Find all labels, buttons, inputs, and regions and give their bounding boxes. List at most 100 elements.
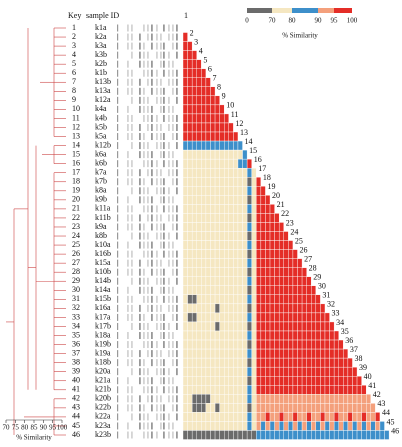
similarity-cell (237, 294, 243, 305)
similarity-cell (182, 140, 188, 151)
gel-band (127, 259, 129, 267)
similarity-cell (191, 321, 197, 332)
similarity-cell (329, 330, 335, 341)
gel-band (147, 431, 149, 439)
similarity-cell (205, 366, 211, 377)
similarity-cell (320, 348, 326, 359)
gel-band (151, 223, 153, 231)
similarity-cell (379, 421, 385, 431)
similarity-cell (274, 294, 280, 305)
gel-band (131, 69, 133, 77)
gel-band (131, 87, 133, 95)
axis-tick-label: 85 (31, 424, 39, 432)
gel-band (147, 386, 149, 394)
gel-band (131, 395, 133, 403)
similarity-cell (269, 412, 275, 422)
similarity-cell (242, 294, 248, 305)
gel-band (156, 232, 158, 240)
similarity-cell (301, 385, 307, 395)
similarity-cell (201, 177, 207, 187)
similarity-cell (265, 195, 271, 205)
similarity-cell (315, 394, 321, 404)
similarity-cell (191, 249, 197, 259)
gel-band (163, 295, 165, 303)
similarity-cell (246, 204, 252, 214)
gel-band (147, 395, 149, 403)
similarity-cell (278, 385, 284, 395)
gel-band (147, 151, 149, 159)
similarity-cell (191, 303, 197, 314)
similarity-cell (251, 177, 257, 187)
similarity-cell (242, 258, 248, 268)
similarity-cell (333, 330, 339, 341)
gel-band (168, 259, 170, 267)
similarity-cell (205, 385, 211, 395)
similarity-cell (370, 421, 376, 431)
gel-band (168, 332, 170, 340)
similarity-cell (191, 104, 197, 115)
similarity-cell (352, 403, 358, 413)
key-label: 42 (72, 394, 80, 403)
similarity-cell (233, 412, 239, 422)
gel-band (139, 332, 141, 340)
gel-band (176, 413, 178, 421)
similarity-cell (187, 104, 193, 115)
similarity-cell (196, 149, 202, 160)
sample-id: k6a (95, 149, 107, 158)
diagonal-label: 38 (354, 354, 362, 363)
gel-band (147, 205, 149, 213)
diagonal-label: 19 (267, 182, 275, 191)
similarity-cell (201, 77, 207, 87)
gel-band (117, 223, 119, 231)
similarity-cell (283, 330, 289, 341)
gel-band (160, 286, 162, 294)
gel-band (143, 404, 145, 412)
similarity-cell (269, 294, 275, 305)
similarity-cell (182, 95, 188, 106)
similarity-cell (260, 312, 266, 323)
similarity-cell (191, 50, 197, 60)
similarity-cell (329, 403, 335, 413)
similarity-cell (256, 348, 262, 359)
similarity-cell (320, 394, 326, 404)
sample-id: k8b (95, 231, 107, 240)
sample-id: k2b (95, 59, 107, 68)
key-label: 27 (72, 258, 80, 267)
gel-band (160, 368, 162, 376)
similarity-cell (210, 348, 216, 359)
gel-band (160, 232, 162, 240)
similarity-cell (311, 339, 317, 350)
similarity-cell (315, 357, 321, 368)
gel-band (176, 295, 178, 303)
similarity-cell (246, 294, 252, 305)
gel-band (127, 332, 129, 340)
gel-band (117, 114, 119, 122)
gel-band (127, 87, 129, 95)
similarity-cell (182, 213, 188, 223)
sample-id: k22a (95, 412, 111, 421)
gel-band (151, 196, 153, 204)
gel-band (127, 33, 129, 41)
similarity-cell (214, 195, 220, 205)
similarity-cell (205, 177, 211, 187)
similarity-cell (338, 357, 344, 368)
similarity-cell (297, 276, 303, 286)
sample-id: k17b (95, 321, 111, 330)
similarity-cell (219, 267, 225, 277)
similarity-cell (265, 249, 271, 259)
gel-band (147, 232, 149, 240)
similarity-cell (210, 222, 216, 232)
similarity-cell (260, 276, 266, 286)
similarity-cell (315, 294, 321, 305)
gel-band (151, 60, 153, 68)
key-label: 12 (72, 122, 80, 131)
gel-band (156, 250, 158, 258)
similarity-cell (219, 167, 225, 178)
gel-band (160, 259, 162, 267)
gel-band (127, 341, 129, 349)
similarity-cell (205, 167, 211, 178)
similarity-cell (224, 213, 230, 223)
similarity-cell (347, 394, 353, 404)
similarity-cell (224, 385, 230, 395)
similarity-cell (210, 357, 216, 368)
